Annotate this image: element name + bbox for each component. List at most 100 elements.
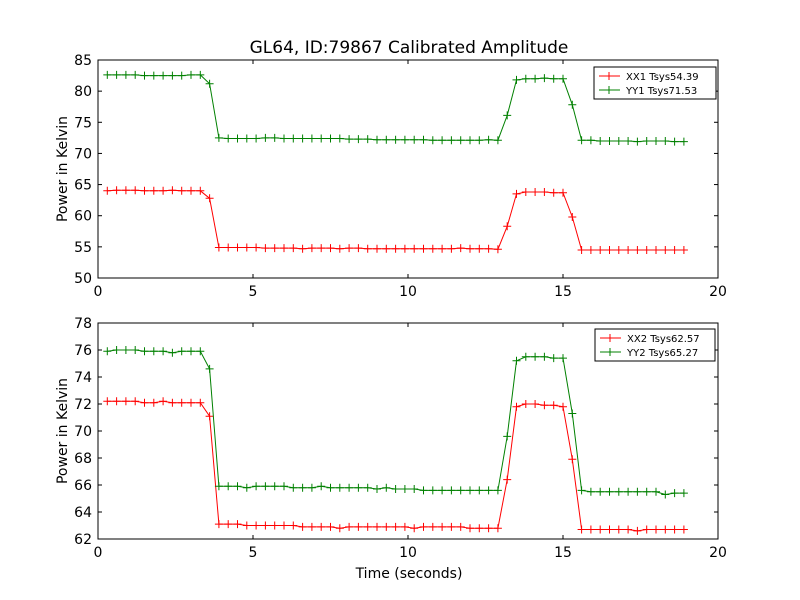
data-point xyxy=(112,186,121,195)
data-point xyxy=(307,244,316,253)
data-point xyxy=(205,412,214,421)
data-point xyxy=(466,136,474,145)
data-point xyxy=(484,486,493,495)
data-point xyxy=(568,100,577,109)
data-point xyxy=(187,347,195,356)
data-point xyxy=(317,134,326,143)
data-point xyxy=(140,398,149,407)
y-tick-label: 85 xyxy=(74,53,92,69)
data-point xyxy=(661,246,670,254)
data-point xyxy=(586,136,595,145)
data-point xyxy=(159,347,168,356)
data-point xyxy=(614,487,623,496)
data-point xyxy=(577,136,586,145)
data-point xyxy=(391,135,400,144)
data-point xyxy=(410,485,419,493)
data-point xyxy=(363,244,372,253)
data-point xyxy=(512,189,521,198)
data-point xyxy=(196,186,205,195)
data-point xyxy=(466,524,474,533)
legend-marker xyxy=(605,72,613,80)
data-point xyxy=(159,71,168,80)
series-line xyxy=(107,400,684,532)
data-point xyxy=(549,354,558,363)
data-point xyxy=(214,520,223,529)
data-point xyxy=(633,526,642,535)
data-point xyxy=(642,525,651,534)
data-point xyxy=(642,487,651,496)
data-point xyxy=(224,520,233,529)
data-point xyxy=(652,487,660,496)
data-point xyxy=(521,74,530,83)
data-point xyxy=(233,243,242,252)
data-point xyxy=(633,246,642,254)
data-point xyxy=(642,137,651,145)
y-tick-label: 75 xyxy=(74,115,92,131)
legend: XX2 Tsys62.57 YY2 Tsys65.27 xyxy=(594,328,716,362)
data-point xyxy=(261,244,270,253)
data-point xyxy=(624,137,633,145)
data-point xyxy=(149,347,158,356)
legend-entry: YY2 Tsys65.27 xyxy=(600,348,698,359)
data-point xyxy=(103,186,112,195)
x-tick-label: 5 xyxy=(249,545,258,561)
data-point xyxy=(345,522,354,531)
data-point xyxy=(205,364,214,373)
data-point xyxy=(103,70,112,79)
data-point xyxy=(270,521,279,530)
data-point xyxy=(447,244,456,253)
data-point xyxy=(261,521,270,530)
data-point xyxy=(419,244,428,253)
y-axis-label-bottom: Power in Kelvin xyxy=(55,378,71,484)
data-point xyxy=(484,524,493,533)
x-tick-label: 0 xyxy=(94,284,103,300)
data-point xyxy=(373,135,381,144)
data-point xyxy=(187,398,195,407)
data-point xyxy=(103,397,112,406)
data-point xyxy=(484,244,493,253)
data-point xyxy=(131,346,140,354)
data-point xyxy=(242,483,251,492)
data-point xyxy=(428,486,437,495)
data-point xyxy=(168,71,177,80)
x-tick-label: 10 xyxy=(399,545,417,561)
data-point xyxy=(456,486,465,495)
data-point xyxy=(168,348,177,357)
x-tick-label: 20 xyxy=(709,545,727,561)
data-point xyxy=(168,398,177,407)
data-point xyxy=(670,525,679,534)
data-point xyxy=(614,137,623,145)
data-point xyxy=(112,397,121,406)
data-point xyxy=(280,244,288,253)
legend-label: XX2 Tsys62.57 xyxy=(627,334,700,345)
data-point xyxy=(596,487,605,496)
data-point xyxy=(531,352,540,361)
data-point xyxy=(382,483,391,492)
data-point xyxy=(391,244,400,253)
legend-entry: YY1 Tsys71.53 xyxy=(599,86,697,97)
data-point xyxy=(261,133,270,142)
data-point xyxy=(317,482,326,491)
data-point xyxy=(428,244,437,253)
top-panel: 0 5 10 15 20 50 55 60 65 70 75 80 85 XX1 Tsys54.39 YY1… xyxy=(74,53,727,300)
data-point xyxy=(521,352,530,361)
data-point xyxy=(624,525,633,534)
data-point xyxy=(382,244,391,253)
data-point xyxy=(577,246,586,254)
data-point xyxy=(531,188,540,196)
x-tick-label: 15 xyxy=(554,284,572,300)
data-point xyxy=(475,244,484,253)
y-tick-label: 80 xyxy=(74,84,92,100)
data-point xyxy=(131,186,140,195)
series-yy-1 xyxy=(103,70,688,146)
data-point xyxy=(670,246,679,254)
data-point xyxy=(661,525,670,534)
data-point xyxy=(586,487,595,496)
data-point xyxy=(475,524,484,533)
data-point xyxy=(642,246,651,254)
data-point xyxy=(670,489,679,498)
data-point xyxy=(652,525,660,534)
legend-entry: XX2 Tsys62.57 xyxy=(600,334,700,345)
data-point xyxy=(121,70,130,79)
data-point xyxy=(531,74,540,83)
